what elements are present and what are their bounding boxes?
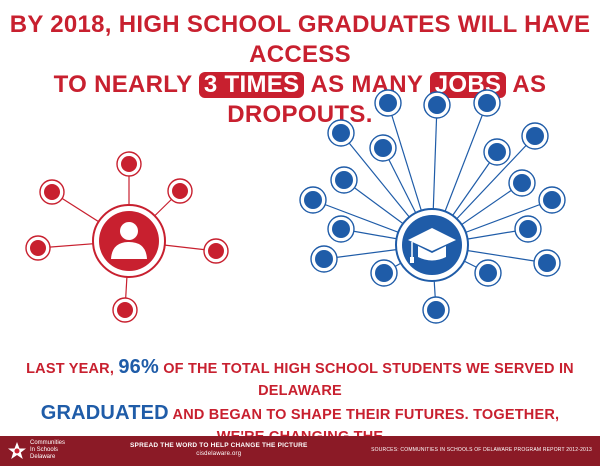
logo-line-2: In Schools bbox=[30, 447, 59, 453]
job-node bbox=[521, 122, 549, 150]
job-node bbox=[112, 297, 138, 323]
network-illustration bbox=[25, 89, 566, 324]
graduate-job-nodes bbox=[299, 89, 566, 324]
job-node bbox=[473, 89, 501, 117]
job-node bbox=[310, 245, 338, 273]
job-node bbox=[299, 186, 327, 214]
graduation-stat-text: LAST YEAR, 96% OF THE TOTAL HIGH SCHOOL … bbox=[20, 356, 580, 470]
headline: BY 2018, HIGH SCHOOL GRADUATES WILL HAVE… bbox=[0, 10, 600, 130]
graduation-cap-icon bbox=[395, 208, 469, 282]
footer-bar: Communities In Schools Delaware SPREAD T… bbox=[0, 436, 600, 466]
logo-line-1: Communities bbox=[30, 440, 66, 446]
job-node bbox=[474, 259, 502, 287]
job-node bbox=[423, 91, 451, 119]
job-node bbox=[370, 259, 398, 287]
footer-source: SOURCES: COMMUNITIES IN SCHOOLS OF DELAW… bbox=[371, 447, 592, 453]
headline-line-1: BY 2018, HIGH SCHOOL GRADUATES WILL HAVE… bbox=[9, 11, 591, 68]
footer-website-link[interactable]: cisdelaware.org bbox=[196, 451, 242, 457]
stat-line-1: LAST YEAR, 96% OF THE TOTAL HIGH SCHOOL … bbox=[20, 356, 580, 402]
highlight-times-badge: 3 TIMES bbox=[198, 72, 305, 98]
headline-prefix: TO NEARLY bbox=[53, 71, 192, 98]
headline-suffix: AS DROPOUTS. bbox=[227, 71, 547, 128]
logo-text: Communities In Schools Delaware bbox=[30, 440, 65, 461]
job-node bbox=[203, 238, 229, 264]
job-node bbox=[369, 134, 397, 162]
stat-line-2: GRADUATED AND BEGAN TO SHAPE THEIR FUTUR… bbox=[20, 402, 580, 448]
graduated-word: GRADUATED bbox=[40, 402, 169, 424]
headline-mid: AS MANY bbox=[310, 71, 423, 98]
job-node bbox=[538, 186, 566, 214]
person-icon bbox=[92, 204, 166, 278]
job-node bbox=[116, 151, 142, 177]
job-node bbox=[25, 235, 51, 261]
logo-line-3: Delaware bbox=[30, 454, 56, 460]
job-node bbox=[39, 179, 65, 205]
job-node bbox=[514, 215, 542, 243]
graduation-percent: 96% bbox=[118, 356, 159, 378]
footer-tagline: SPREAD THE WORD TO HELP CHANGE THE PICTU… bbox=[130, 442, 308, 449]
footer-call-to-action: SPREAD THE WORD TO HELP CHANGE THE PICTU… bbox=[130, 442, 308, 458]
highlight-jobs-badge: JOBS bbox=[429, 72, 507, 98]
stat-intro: LAST YEAR, bbox=[26, 361, 115, 377]
job-node bbox=[374, 89, 402, 117]
dropout-job-nodes bbox=[25, 151, 229, 323]
headline-line-2: TO NEARLY 3 TIMES AS MANY JOBS AS DROPOU… bbox=[0, 70, 600, 130]
job-node bbox=[422, 296, 450, 324]
job-node bbox=[508, 169, 536, 197]
job-node bbox=[330, 166, 358, 194]
job-node bbox=[327, 215, 355, 243]
job-node bbox=[167, 178, 193, 204]
job-node bbox=[327, 119, 355, 147]
stat-part-2: OF THE TOTAL HIGH SCHOOL STUDENTS WE SER… bbox=[163, 361, 574, 399]
job-node bbox=[483, 138, 511, 166]
job-node bbox=[533, 249, 561, 277]
star-logo-icon bbox=[8, 442, 26, 459]
